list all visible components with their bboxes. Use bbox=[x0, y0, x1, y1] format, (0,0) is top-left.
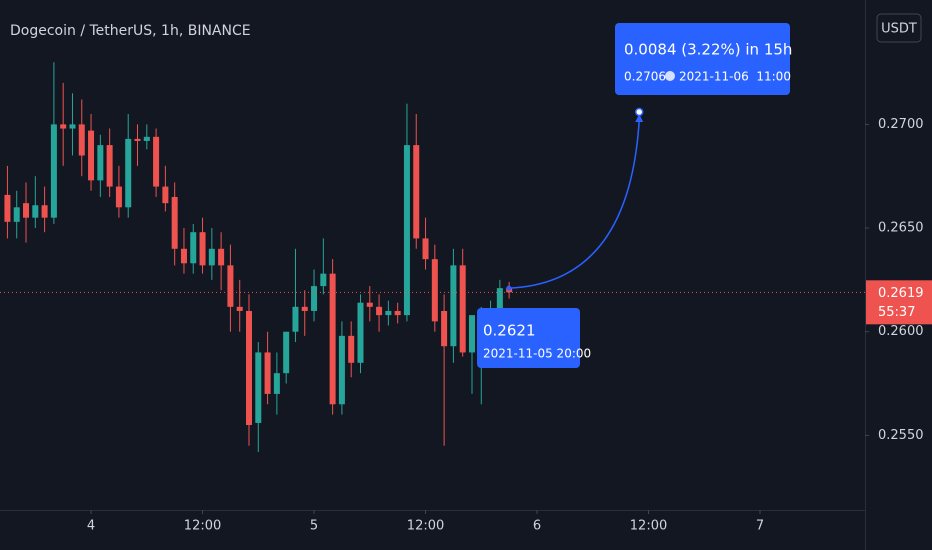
clock-icon bbox=[665, 71, 675, 81]
candle-body bbox=[41, 205, 48, 218]
start-price: 0.2621 bbox=[483, 322, 536, 340]
candle-body bbox=[78, 124, 85, 156]
candle-body bbox=[385, 310, 392, 316]
candle-body bbox=[357, 302, 364, 363]
candle-body bbox=[50, 124, 57, 218]
candle-body bbox=[23, 203, 30, 218]
candle-body bbox=[283, 331, 290, 374]
candle-body bbox=[199, 232, 206, 266]
candle-body bbox=[468, 315, 475, 353]
candle-body bbox=[162, 186, 169, 204]
x-tick-label: 12:00 bbox=[407, 519, 444, 534]
candle-body bbox=[301, 306, 308, 311]
y-axis-label[interactable]: USDT bbox=[881, 22, 917, 37]
last-price-label: 0.2619 bbox=[878, 286, 924, 301]
y-tick-label: 0.2600 bbox=[878, 324, 924, 339]
candle-body bbox=[115, 186, 122, 208]
x-tick-label: 12:00 bbox=[630, 519, 667, 534]
x-tick-label: 4 bbox=[87, 519, 95, 534]
candle-body bbox=[338, 335, 345, 405]
candle-body bbox=[180, 248, 187, 264]
candle-body bbox=[190, 232, 197, 264]
x-tick-label: 12:00 bbox=[184, 519, 221, 534]
projection-box bbox=[615, 23, 790, 95]
candle-body bbox=[422, 238, 429, 260]
projection-arrow bbox=[635, 113, 644, 122]
y-tick-label: 0.2700 bbox=[878, 117, 924, 132]
projection-time: 2021-11-06 11:00 bbox=[679, 70, 791, 84]
currency-button[interactable] bbox=[876, 13, 922, 43]
candle-body bbox=[97, 145, 104, 181]
countdown-label: 55:37 bbox=[878, 305, 915, 320]
candle-body bbox=[441, 310, 448, 347]
last-price-tag bbox=[866, 280, 932, 325]
candle-body bbox=[376, 306, 383, 316]
candle-body bbox=[218, 248, 225, 266]
candle-body bbox=[143, 136, 150, 141]
candle-body bbox=[394, 310, 401, 316]
candle-body bbox=[246, 310, 253, 425]
plot-area bbox=[0, 62, 865, 452]
candle-body bbox=[348, 335, 355, 363]
candle-body bbox=[311, 286, 318, 311]
candle-body bbox=[329, 273, 336, 405]
candle-body bbox=[431, 259, 438, 322]
candle-body bbox=[320, 273, 327, 287]
x-tick-label: 7 bbox=[756, 519, 764, 534]
candle-body bbox=[4, 194, 11, 222]
start-box bbox=[477, 308, 580, 368]
y-tick-label: 0.2650 bbox=[878, 221, 924, 236]
candle-body bbox=[236, 306, 243, 311]
candle-body bbox=[88, 130, 95, 181]
candle-body bbox=[32, 205, 39, 218]
y-tick-label: 0.2550 bbox=[878, 428, 924, 443]
x-tick-label: 5 bbox=[310, 519, 318, 534]
candle-body bbox=[134, 138, 141, 141]
candle-body bbox=[366, 302, 373, 307]
projection-start bbox=[506, 285, 512, 291]
projection-text: 0.0084 (3.22%) in 15h bbox=[624, 41, 792, 59]
candle-body bbox=[403, 145, 410, 316]
candle-body bbox=[69, 124, 76, 129]
candle-body bbox=[153, 136, 160, 187]
start-time: 2021-11-05 20:00 bbox=[483, 347, 591, 361]
projection-curve bbox=[508, 119, 640, 289]
candle-body bbox=[208, 248, 215, 266]
x-tick-label: 6 bbox=[533, 519, 541, 534]
candle-body bbox=[459, 265, 466, 353]
candle-body bbox=[273, 373, 280, 394]
candle-body bbox=[60, 124, 67, 129]
candle-body bbox=[292, 306, 299, 332]
candle-body bbox=[171, 196, 178, 249]
projection-price: 0.2706 bbox=[624, 70, 666, 84]
candle-body bbox=[125, 138, 132, 208]
candle-body bbox=[227, 265, 234, 307]
candle-body bbox=[106, 145, 113, 187]
candle-body bbox=[255, 352, 262, 423]
candle-body bbox=[13, 207, 20, 222]
candle-body bbox=[413, 145, 420, 239]
candle-body bbox=[496, 288, 503, 309]
candle-body bbox=[450, 265, 457, 347]
chart-title: Dogecoin / TetherUS, 1h, BINANCE bbox=[10, 23, 251, 39]
projection-target bbox=[634, 107, 644, 117]
candle-body bbox=[264, 352, 271, 394]
